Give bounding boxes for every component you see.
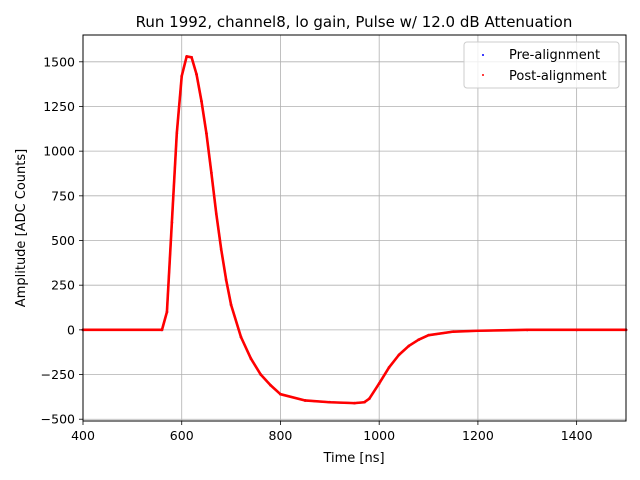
grid-lines: [82, 35, 626, 421]
y-tick-label: 1250: [43, 99, 75, 114]
data-point: [185, 55, 188, 58]
y-axis-ticks: −500 −250 0 250 500 750 1000 1250 1500: [41, 54, 83, 427]
x-tick-label: 800: [269, 428, 293, 443]
legend-marker-post-alignment: [482, 74, 484, 76]
data-point: [575, 328, 578, 332]
data-point: [165, 310, 169, 314]
x-axis-label: Time [ns]: [322, 451, 384, 466]
data-point: [195, 73, 198, 76]
data-point: [219, 248, 223, 251]
data-point: [328, 400, 332, 404]
x-tick-label: 400: [71, 428, 95, 443]
legend-marker-pre-alignment: [482, 54, 484, 56]
data-point: [377, 382, 381, 385]
legend-label-pre-alignment: Pre-alignment: [509, 48, 600, 63]
data-point: [417, 338, 420, 341]
y-tick-label: 500: [51, 233, 75, 248]
data-point: [427, 333, 430, 337]
data-point: [205, 131, 208, 135]
data-point: [368, 397, 371, 400]
data-point: [175, 131, 179, 135]
data-point: [451, 330, 455, 333]
y-tick-label: −500: [41, 412, 75, 427]
x-tick-label: 1200: [462, 428, 494, 443]
x-tick-label: 1000: [363, 428, 395, 443]
data-point: [200, 99, 203, 103]
data-point: [303, 399, 307, 402]
data-point: [407, 344, 411, 348]
data-point: [387, 366, 391, 369]
data-point: [353, 401, 356, 405]
data-point: [224, 278, 228, 282]
data-point: [180, 74, 184, 78]
series-post-alignment: [81, 55, 628, 405]
data-point: [229, 303, 233, 307]
y-tick-label: 750: [51, 188, 75, 203]
y-tick-label: 250: [51, 278, 75, 293]
data-point: [214, 212, 218, 216]
data-point: [160, 328, 164, 332]
data-point: [279, 392, 282, 396]
data-point: [190, 56, 193, 59]
y-tick-label: 1500: [43, 54, 75, 69]
data-point: [363, 400, 366, 404]
data-point: [239, 335, 243, 339]
chart-title: Run 1992, channel8, lo gain, Pulse w/ 12…: [136, 13, 573, 31]
data-point: [170, 221, 174, 224]
data-point: [210, 171, 213, 174]
plot-frame: [82, 34, 627, 422]
legend-box: [463, 41, 620, 89]
data-point: [525, 328, 529, 332]
legend: Pre-alignment Post-alignment: [463, 41, 620, 89]
y-axis-label: Amplitude [ADC Counts]: [14, 149, 29, 307]
y-tick-label: 0: [67, 322, 75, 337]
y-tick-label: −250: [41, 367, 75, 382]
x-tick-label: 1400: [561, 428, 593, 443]
data-point: [269, 383, 272, 387]
x-axis-ticks: 400 600 800 1000 1200 1400: [71, 421, 593, 443]
data-point: [249, 357, 253, 360]
legend-label-post-alignment: Post-alignment: [509, 69, 607, 84]
data-point: [397, 353, 401, 357]
data-point: [476, 329, 480, 333]
x-tick-label: 600: [170, 428, 194, 443]
plot-area: [81, 55, 628, 405]
y-tick-label: 1000: [43, 144, 75, 159]
data-point: [259, 373, 263, 376]
